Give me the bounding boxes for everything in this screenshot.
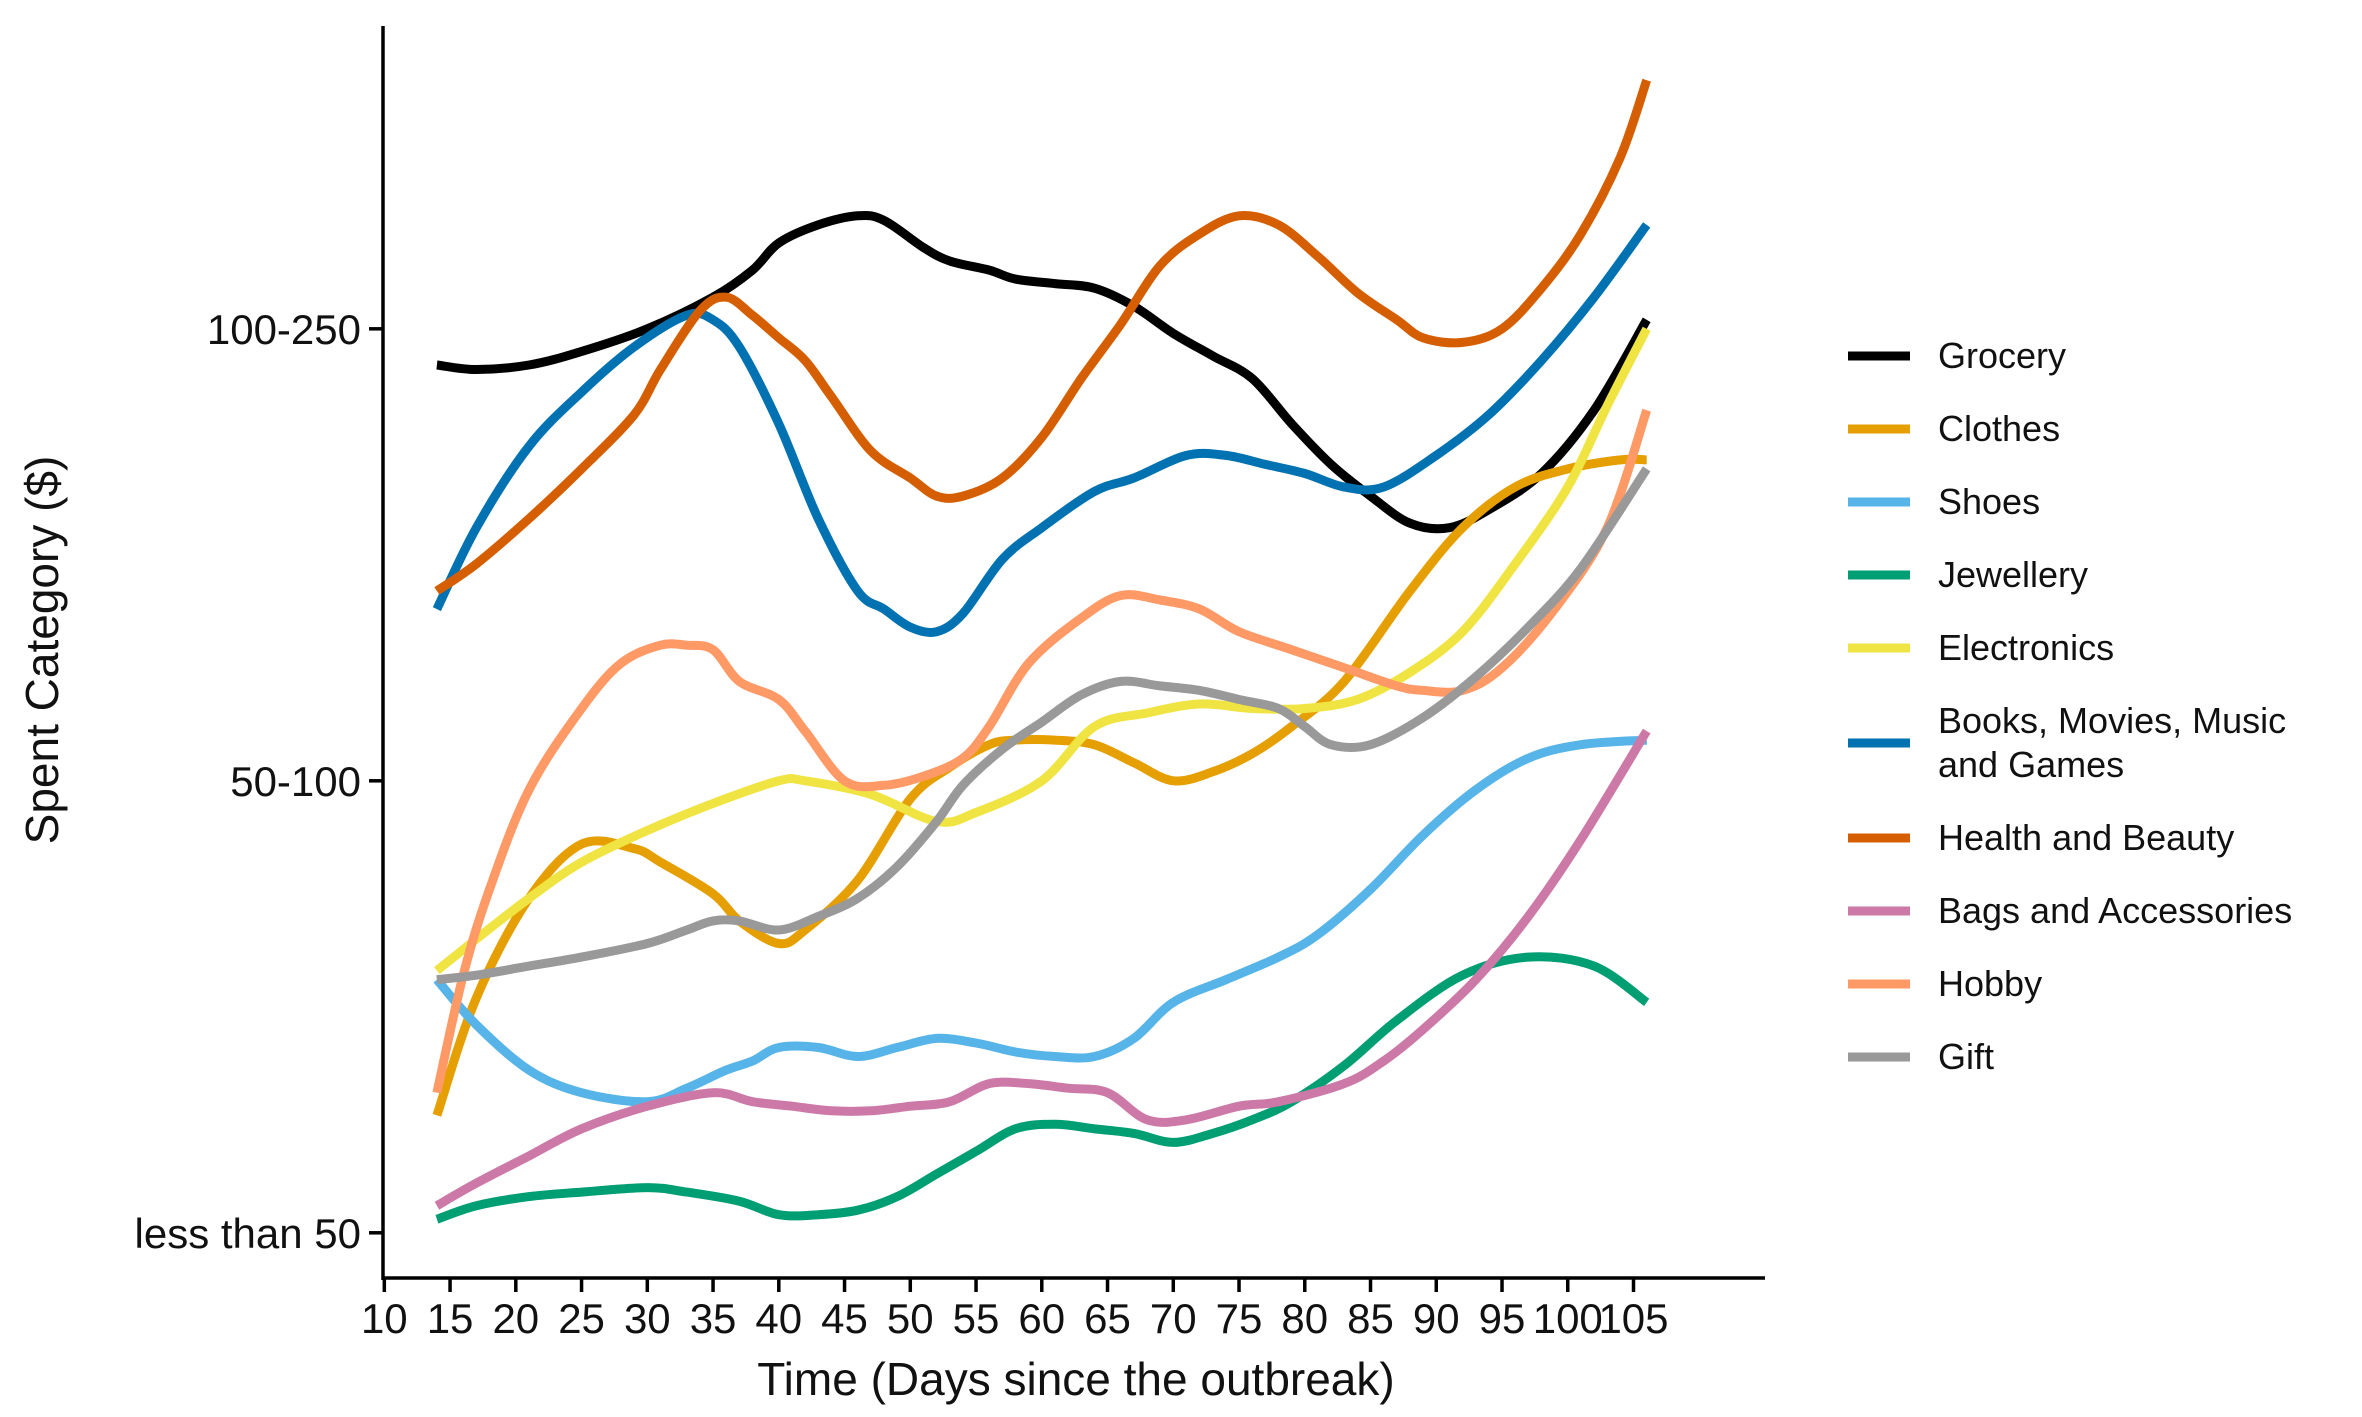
x-tick-label: 45 [821, 1295, 868, 1342]
x-tick-label: 65 [1084, 1295, 1131, 1342]
x-tick-label: 100 [1533, 1295, 1603, 1342]
series-line-2 [433, 735, 1648, 1107]
series-line-4 [434, 326, 1651, 975]
y-axis-ticks: less than 50 50-100 100-250 [135, 306, 383, 1257]
x-tick-label: 85 [1347, 1295, 1394, 1342]
x-tick-label: 70 [1150, 1295, 1197, 1342]
x-tick-label: 20 [492, 1295, 539, 1342]
x-tick-label: 40 [755, 1295, 802, 1342]
x-tick-label: 35 [690, 1295, 737, 1342]
x-tick-label: 105 [1598, 1295, 1668, 1342]
x-tick-label: 50 [887, 1295, 934, 1342]
legend-label-0: Grocery [1938, 335, 2066, 376]
x-tick-label: 60 [1018, 1295, 1065, 1342]
x-tick-label: 10 [361, 1295, 408, 1342]
x-tick-label: 95 [1479, 1295, 1526, 1342]
series-line-3 [435, 952, 1650, 1224]
legend: Grocery Clothes Shoes Jewellery Electronics B… [1848, 335, 2292, 1077]
series-line-7 [434, 728, 1651, 1210]
series-line-6 [434, 78, 1651, 595]
x-tick-label: 55 [953, 1295, 1000, 1342]
x-tick-label: 90 [1413, 1295, 1460, 1342]
x-tick-label: 75 [1216, 1295, 1263, 1342]
legend-label-5: Books, Movies, Music and Games [1938, 700, 2286, 785]
x-tick-label: 15 [427, 1295, 474, 1342]
series-line-5 [432, 222, 1651, 637]
legend-label-1: Clothes [1938, 408, 2060, 449]
series-line-0 [436, 210, 1651, 534]
x-tick-label: 30 [624, 1295, 671, 1342]
x-tick-label: 25 [558, 1295, 605, 1342]
series-line-8 [432, 408, 1651, 1094]
legend-label-3: Jewellery [1938, 554, 2088, 595]
legend-label-8: Hobby [1938, 963, 2042, 1004]
series-lines [432, 78, 1651, 1224]
legend-label-9: Gift [1938, 1036, 1994, 1077]
y-tick-label: 50-100 [230, 758, 361, 805]
y-tick-label: less than 50 [135, 1210, 362, 1257]
x-axis-ticks: 10 15 20 25 30 35 40 45 50 55 60 65 70 75 80 85 90 95 1001… [361, 1278, 1669, 1342]
legend-label-4: Electronics [1938, 627, 2114, 668]
y-tick-label: 100-250 [207, 306, 361, 353]
series-line-1 [432, 454, 1647, 1117]
x-tick-label: 80 [1281, 1295, 1328, 1342]
legend-label-6: Health and Beauty [1938, 817, 2234, 858]
y-axis-title: Spent Category ($) [16, 456, 68, 845]
legend-label-7: Bags and Accessories [1938, 890, 2292, 931]
x-axis-title: Time (Days since the outbreak) [757, 1353, 1394, 1405]
legend-label-2: Shoes [1938, 481, 2040, 522]
series-line-9 [436, 466, 1651, 985]
